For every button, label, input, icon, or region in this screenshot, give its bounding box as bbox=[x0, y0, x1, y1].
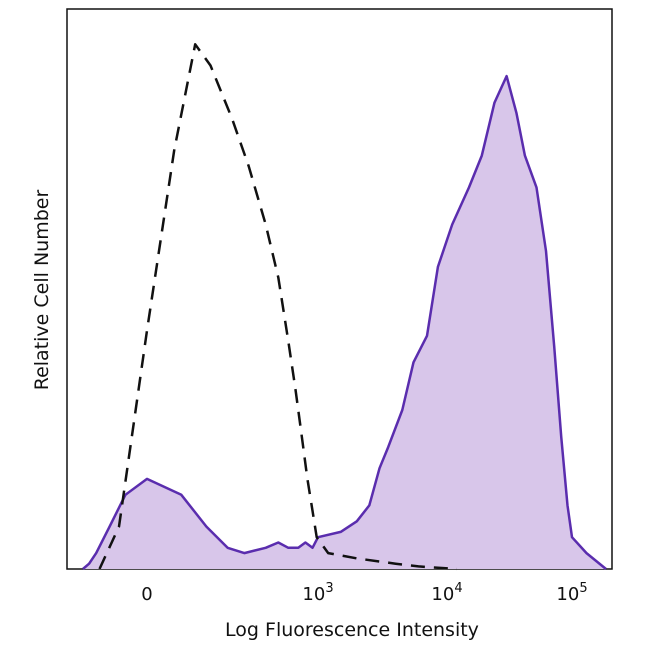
x-tick-label-2: 104 bbox=[431, 581, 462, 605]
x-tick-label-0: 0 bbox=[141, 584, 152, 605]
x-axis-title: Log Fluorescence Intensity bbox=[225, 619, 479, 641]
x-tick-layer: 0 103 104 105 bbox=[141, 581, 587, 605]
series-1-dashed-line bbox=[98, 43, 457, 571]
x-tick-label-3: 105 bbox=[556, 581, 587, 605]
series-layer bbox=[82, 43, 607, 571]
x-tick-label-1: 103 bbox=[302, 581, 333, 605]
y-axis-title: Relative Cell Number bbox=[31, 190, 53, 391]
series-0-line bbox=[82, 74, 607, 570]
series-0-area bbox=[82, 76, 606, 569]
